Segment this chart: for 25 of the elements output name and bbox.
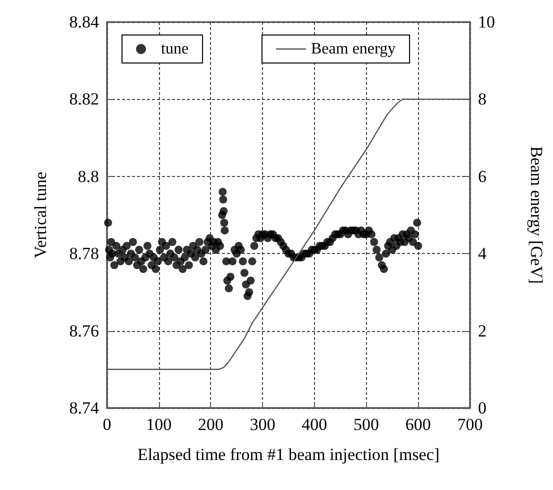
y-tick-label: 8.74 [69, 398, 100, 418]
x-tick-label: 400 [302, 415, 328, 434]
y-axis-title: Vertical tune [31, 172, 50, 258]
x-tick-label: 100 [146, 415, 172, 434]
x-tick-label: 500 [354, 415, 380, 434]
y2-tick-label: 8 [478, 90, 486, 109]
x-axis-title: Elapsed time from #1 beam injection [msec] [137, 445, 440, 464]
y-tick-label: 8.84 [69, 12, 100, 32]
y2-tick-label: 2 [478, 321, 486, 340]
y2-tick-label: 6 [478, 166, 486, 186]
legend-label: tune [161, 40, 189, 58]
x-tick-label: 600 [405, 415, 431, 434]
y2-tick-label: 10 [478, 12, 495, 32]
legend-label: Beam energy [311, 40, 396, 58]
y2-tick-label: 0 [478, 398, 486, 418]
x-tick-label: 0 [102, 415, 112, 434]
y-tick-label: 8.76 [69, 321, 99, 340]
x-tick-label: 700 [457, 415, 483, 434]
y2-tick-label: 4 [478, 244, 487, 264]
x-tick-label: 300 [250, 415, 276, 434]
x-tick-label: 200 [198, 415, 224, 434]
y2-axis-title: Beam energy [GeV] [527, 146, 546, 284]
y-tick-label: 8.78 [69, 244, 99, 264]
y-tick-label: 8.8 [78, 166, 99, 186]
y-tick-label: 8.82 [69, 90, 99, 109]
